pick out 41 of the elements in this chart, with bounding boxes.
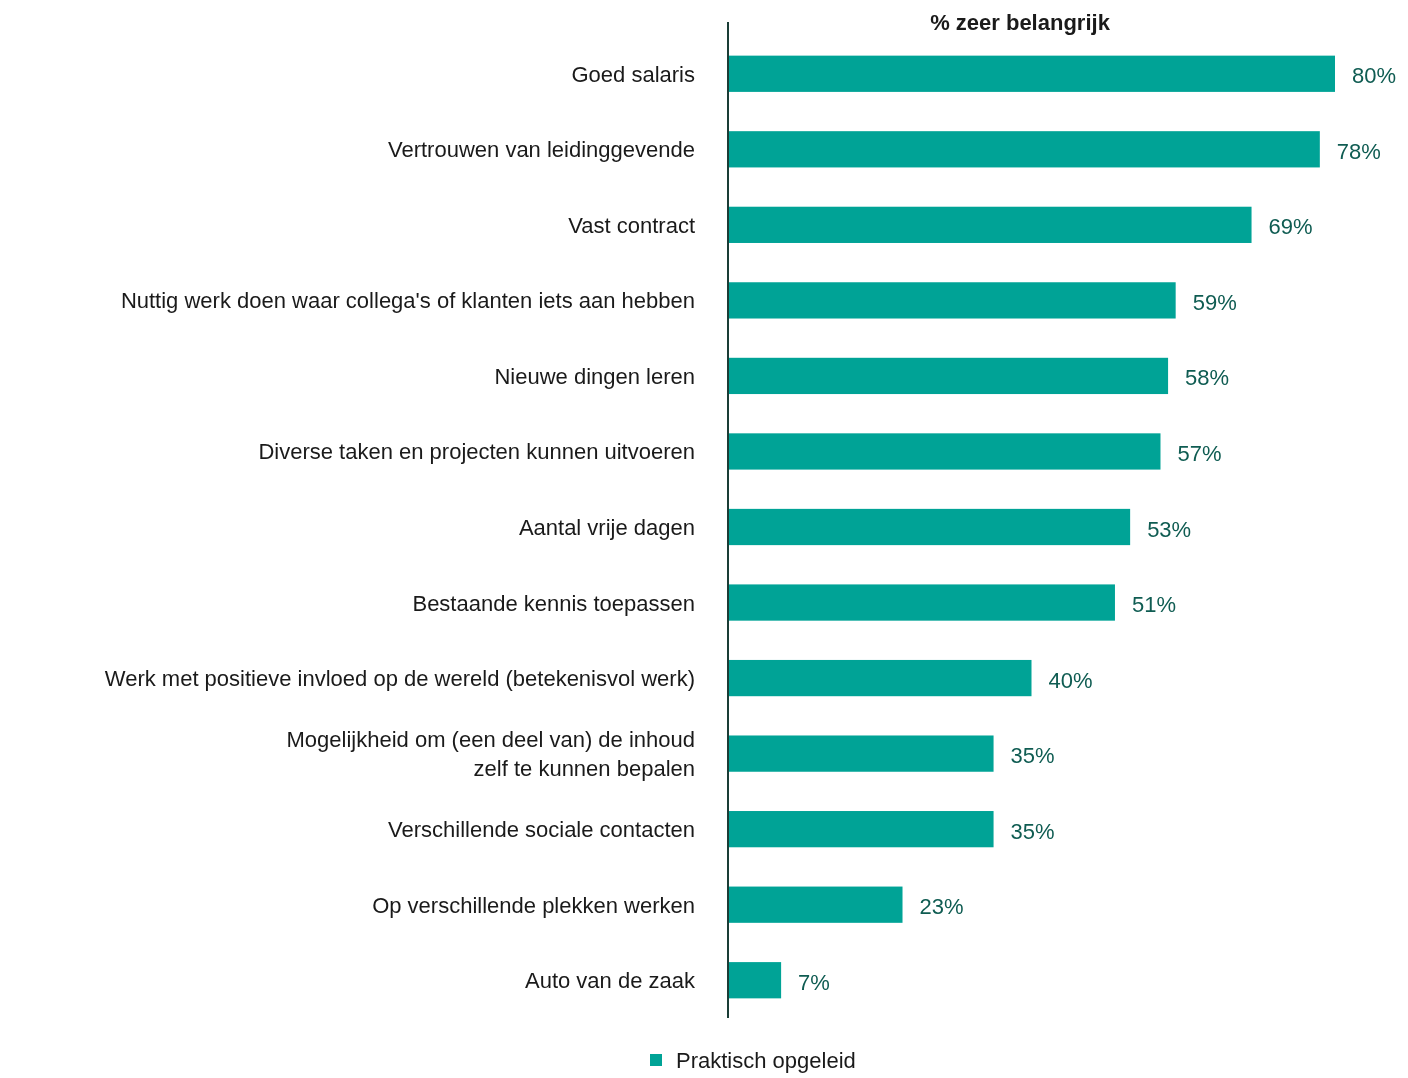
bar	[728, 584, 1115, 621]
data-label: 78%	[1336, 138, 1381, 164]
y-tick-label: Bestaande kennis toepassen	[412, 590, 695, 616]
bar	[728, 735, 994, 772]
data-label: 23%	[919, 894, 964, 920]
y-tick-label: Op verschillende plekken werken	[372, 892, 695, 918]
bar	[728, 811, 994, 848]
bar	[728, 282, 1176, 319]
bar	[728, 433, 1161, 470]
data-label: 51%	[1131, 592, 1177, 618]
bar	[728, 206, 1252, 243]
data-label: 59%	[1192, 289, 1237, 315]
bar	[728, 962, 782, 999]
y-tick-label: Vast contract	[568, 212, 695, 238]
bar	[728, 886, 903, 923]
bar	[728, 55, 1335, 92]
y-tick-label: Verschillende sociale contacten	[388, 816, 695, 842]
bar	[728, 131, 1320, 168]
y-tick-label: Diverse taken en projecten kunnen uitvoeren	[258, 438, 695, 464]
y-tick-label: Goed salaris	[571, 61, 695, 87]
data-label: 58%	[1185, 365, 1230, 391]
chart-title: % zeer belangrijk	[930, 10, 1111, 35]
bar	[728, 357, 1169, 395]
data-label: 80%	[1352, 63, 1397, 89]
bar	[728, 508, 1131, 546]
y-tick-label: Mogelijkheid om (een deel van) de inhoud zelf te kunnen bepalen	[286, 726, 695, 781]
y-tick-label: Nieuwe dingen leren	[494, 363, 695, 389]
data-label: 57%	[1177, 440, 1222, 466]
data-label: 69%	[1268, 214, 1313, 240]
y-tick-label: Nuttig werk doen waar collega's of klanten iets aan hebben	[120, 287, 695, 313]
y-tick-label: Auto van de zaak	[524, 967, 696, 993]
data-label: 35%	[1010, 818, 1055, 844]
y-tick-label: Aantal vrije dagen	[518, 514, 695, 540]
data-label: 40%	[1048, 667, 1093, 693]
data-label: 35%	[1010, 743, 1055, 769]
data-label: 7%	[798, 969, 830, 995]
y-tick-label: Werk met positieve invloed op de wereld (betekenisvol werk)	[104, 665, 695, 691]
bar	[728, 659, 1032, 697]
data-label: 53%	[1147, 516, 1192, 542]
legend-label: Praktisch opgeleid	[676, 1047, 856, 1073]
y-tick-label: Vertrouwen van leidinggevende	[387, 136, 695, 162]
